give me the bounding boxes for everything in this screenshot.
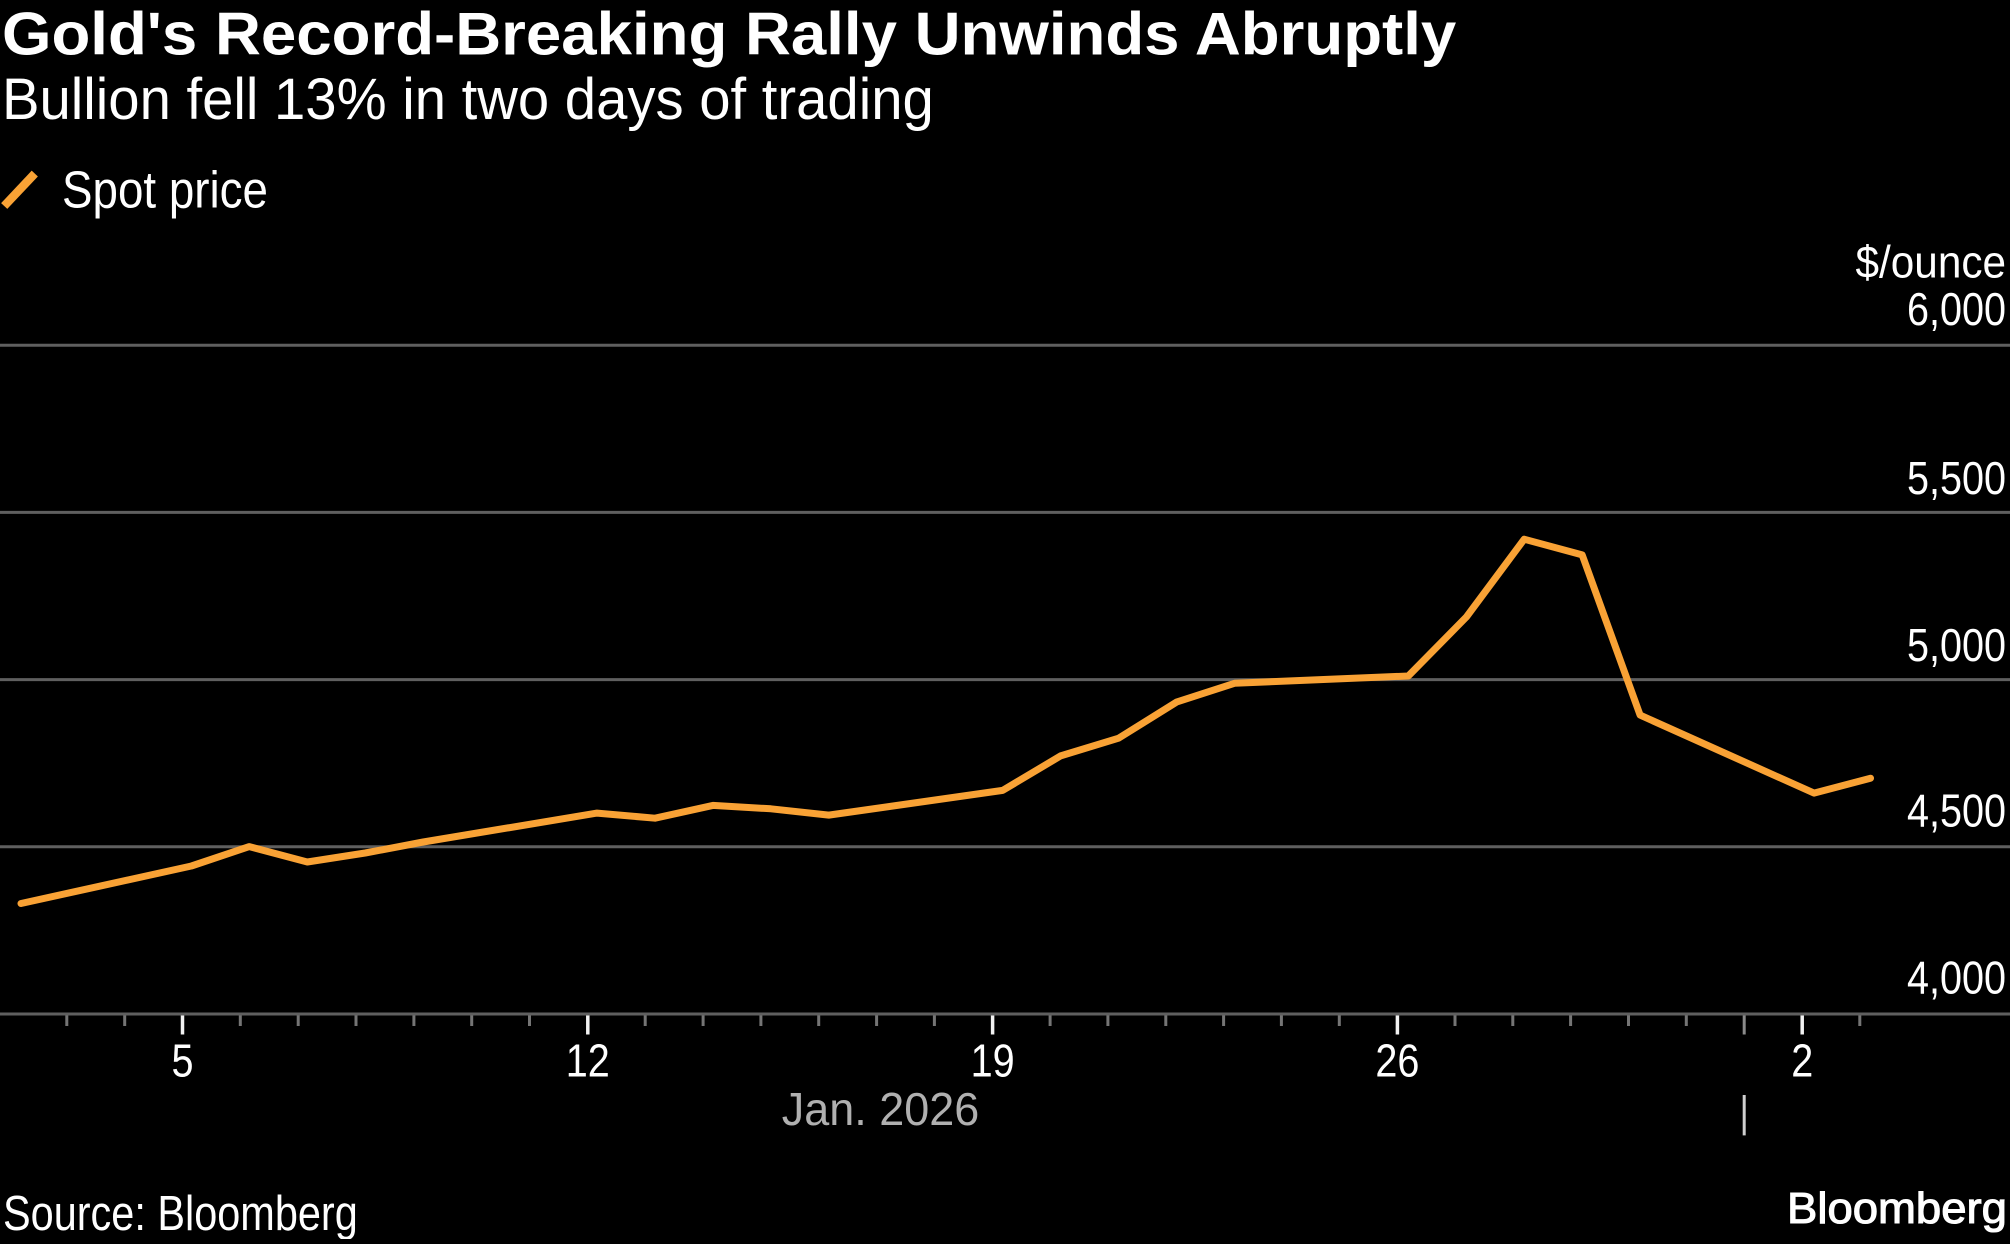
svg-text:Source: Bloomberg: Source: Bloomberg: [3, 1186, 358, 1239]
svg-text:5,500: 5,500: [1907, 453, 2006, 504]
svg-text:4,500: 4,500: [1907, 786, 2006, 837]
svg-text:Spot price: Spot price: [62, 162, 268, 219]
svg-text:4,000: 4,000: [1907, 953, 2006, 1004]
svg-text:2: 2: [1791, 1036, 1813, 1087]
svg-text:$/ounce: $/ounce: [1856, 237, 2006, 287]
svg-text:5: 5: [171, 1036, 193, 1087]
svg-text:Gold's Record-Breaking Rally U: Gold's Record-Breaking Rally Unwinds Abr…: [2, 1, 1457, 68]
svg-text:19: 19: [971, 1036, 1015, 1087]
svg-text:5,000: 5,000: [1907, 620, 2006, 671]
svg-text:Bloomberg: Bloomberg: [1787, 1184, 2007, 1233]
svg-text:Jan. 2026: Jan. 2026: [782, 1083, 979, 1135]
svg-text:12: 12: [566, 1036, 610, 1087]
svg-text:6,000: 6,000: [1907, 284, 2006, 335]
svg-text:Bullion fell 13% in two days o: Bullion fell 13% in two days of trading: [2, 67, 934, 132]
svg-text:26: 26: [1375, 1036, 1419, 1087]
